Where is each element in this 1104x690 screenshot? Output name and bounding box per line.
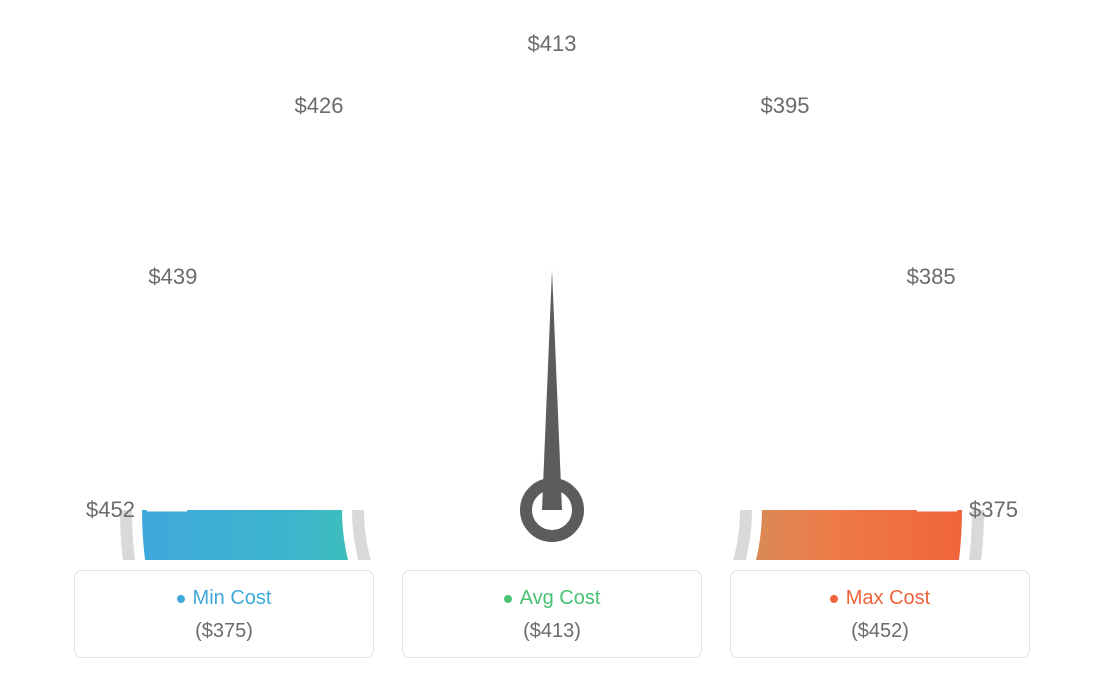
legend-label-min: Min Cost [193,587,272,610]
legend-dot-max [830,595,838,603]
gauge-tick-label: $413 [528,31,577,57]
gauge-tick-minor [482,112,486,136]
legend-value-avg: ($413) [423,620,681,643]
gauge-tick-minor [682,130,690,153]
legend-title-max: Max Cost [830,587,930,610]
gauge-tick-label: $395 [761,93,810,119]
gauge-tick-label: $426 [295,93,344,119]
legend-card-min: Min Cost ($375) [74,570,374,658]
gauge-tick-label: $452 [86,497,135,523]
legend-label-avg: Avg Cost [520,587,601,610]
gauge-tick-minor [926,440,950,444]
legend-title-avg: Avg Cost [504,587,601,610]
gauge-tick-label: $385 [907,264,956,290]
gauge-needle [542,270,562,510]
legend-dot-min [177,595,185,603]
gauge-chart: $375 $385 $395 $413 $426 $439 $452 [0,0,1104,560]
legend-card-avg: Avg Cost ($413) [402,570,702,658]
gauge-tick-major [869,308,902,327]
gauge-tick-minor [154,440,178,444]
legend-value-min: ($375) [95,620,353,643]
gauge-tick-label: $375 [969,497,1018,523]
gauge-tick-major [735,160,754,193]
gauge-tick-minor [292,201,307,219]
gauge-tick-major [350,160,369,193]
gauge-tick-minor [843,250,861,265]
gauge-tick-minor [909,372,932,380]
gauge-tick-minor [243,250,261,265]
legend-value-max: ($452) [751,620,1009,643]
gauge-tick-minor [618,112,622,136]
gauge-tick-minor [172,372,195,380]
gauge-tick-label: $439 [148,264,197,290]
gauge-tick-minor [414,130,422,153]
legend-label-max: Max Cost [846,587,930,610]
gauge-tick-minor [796,201,811,219]
legend-row: Min Cost ($375) Avg Cost ($413) Max Cost… [0,570,1104,658]
legend-card-max: Max Cost ($452) [730,570,1030,658]
gauge-tick-major [202,308,235,327]
legend-title-min: Min Cost [177,587,272,610]
legend-dot-avg [504,595,512,603]
